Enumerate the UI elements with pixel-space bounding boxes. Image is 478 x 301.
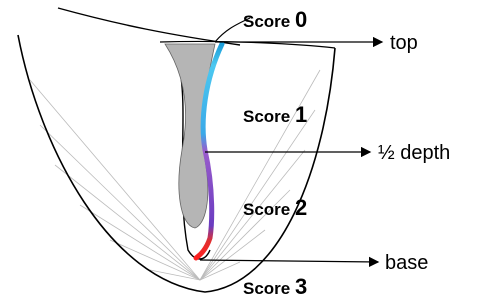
score-label: Score 0 (243, 7, 307, 32)
arrow-base (200, 260, 378, 262)
top-curve (58, 8, 240, 45)
diagram: Score 0 Score 1 Score 2 Score 3 top ½ de… (0, 0, 478, 301)
level-label: top (390, 32, 418, 54)
outer-curve (18, 35, 335, 292)
score-label: Score 1 (243, 102, 307, 127)
score-label: Score 3 (243, 274, 307, 299)
hatching (30, 70, 320, 280)
level-label: base (385, 252, 428, 274)
score-label: Score 2 (243, 195, 307, 220)
page: Score 0 Score 1 Score 2 Score 3 top ½ de… (0, 0, 478, 301)
pocket (165, 44, 215, 228)
level-label: ½ depth (378, 142, 450, 164)
